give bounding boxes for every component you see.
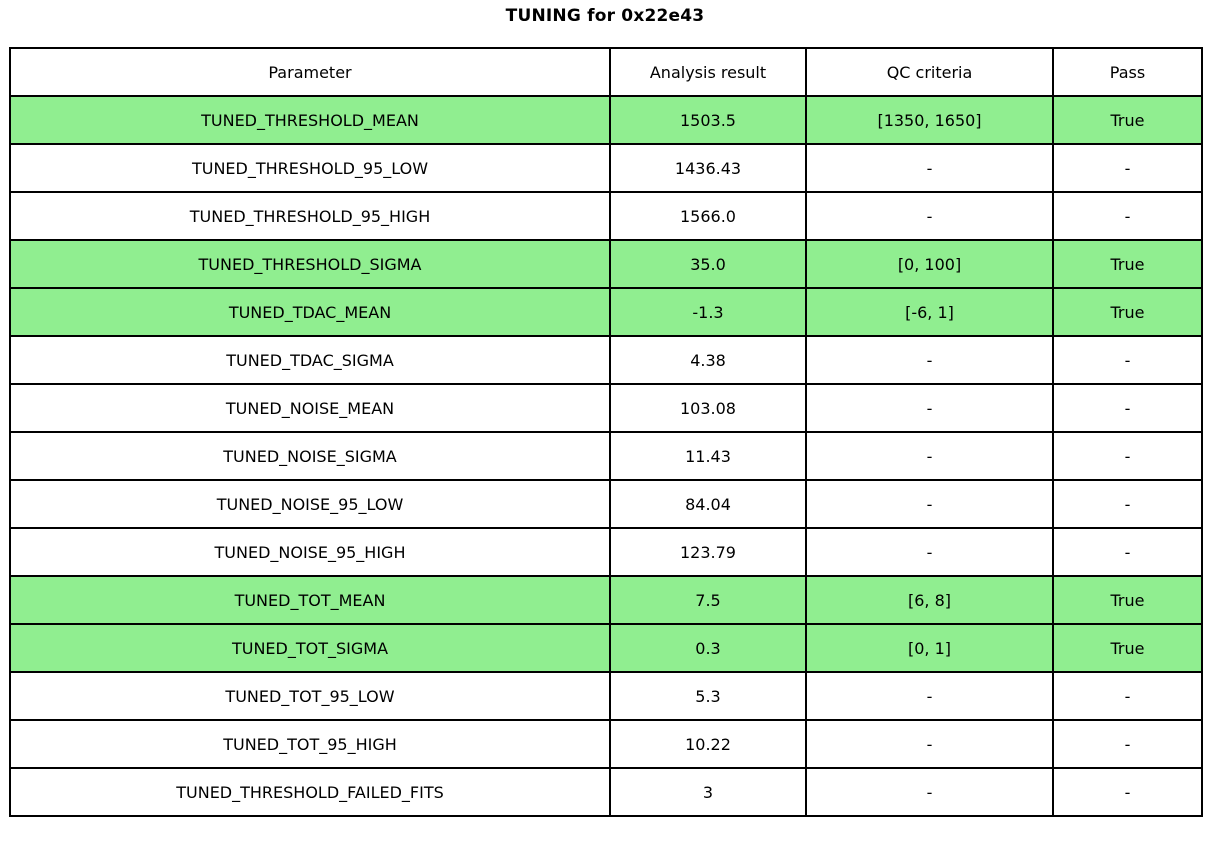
cell-pass: True bbox=[1052, 95, 1203, 145]
cell-analysis-result: 11.43 bbox=[609, 431, 807, 481]
chart-title: TUNING for 0x22e43 bbox=[505, 6, 705, 26]
cell-qc-criteria: [0, 1] bbox=[805, 623, 1054, 673]
cell-analysis-result: 1503.5 bbox=[609, 95, 807, 145]
cell-qc-criteria: [-6, 1] bbox=[805, 287, 1054, 337]
cell-qc-criteria: [0, 100] bbox=[805, 239, 1054, 289]
qc-results-table: Parameter Analysis result QC criteria Pa… bbox=[9, 47, 1203, 817]
header-parameter: Parameter bbox=[9, 47, 611, 97]
cell-analysis-result: 10.22 bbox=[609, 719, 807, 769]
cell-analysis-result: 1566.0 bbox=[609, 191, 807, 241]
cell-parameter: TUNED_NOISE_95_HIGH bbox=[9, 527, 611, 577]
cell-pass: True bbox=[1052, 623, 1203, 673]
cell-parameter: TUNED_NOISE_MEAN bbox=[9, 383, 611, 433]
cell-analysis-result: 103.08 bbox=[609, 383, 807, 433]
cell-pass: True bbox=[1052, 575, 1203, 625]
table-row: TUNED_TDAC_SIGMA 4.38 - - bbox=[9, 335, 1203, 385]
cell-analysis-result: 0.3 bbox=[609, 623, 807, 673]
cell-parameter: TUNED_THRESHOLD_FAILED_FITS bbox=[9, 767, 611, 817]
cell-pass: - bbox=[1052, 479, 1203, 529]
header-qc-criteria: QC criteria bbox=[805, 47, 1054, 97]
table-row: TUNED_THRESHOLD_SIGMA 35.0 [0, 100] True bbox=[9, 239, 1203, 289]
cell-parameter: TUNED_TDAC_SIGMA bbox=[9, 335, 611, 385]
cell-pass: - bbox=[1052, 719, 1203, 769]
table-row: TUNED_THRESHOLD_MEAN 1503.5 [1350, 1650]… bbox=[9, 95, 1203, 145]
table-row: TUNED_NOISE_95_LOW 84.04 - - bbox=[9, 479, 1203, 529]
table-row: TUNED_TOT_95_HIGH 10.22 - - bbox=[9, 719, 1203, 769]
cell-parameter: TUNED_TDAC_MEAN bbox=[9, 287, 611, 337]
cell-pass: - bbox=[1052, 431, 1203, 481]
header-analysis-result: Analysis result bbox=[609, 47, 807, 97]
cell-pass: - bbox=[1052, 191, 1203, 241]
cell-parameter: TUNED_NOISE_95_LOW bbox=[9, 479, 611, 529]
cell-parameter: TUNED_THRESHOLD_SIGMA bbox=[9, 239, 611, 289]
table-row: TUNED_TDAC_MEAN -1.3 [-6, 1] True bbox=[9, 287, 1203, 337]
cell-qc-criteria: - bbox=[805, 143, 1054, 193]
cell-qc-criteria: - bbox=[805, 479, 1054, 529]
cell-qc-criteria: - bbox=[805, 671, 1054, 721]
cell-analysis-result: 4.38 bbox=[609, 335, 807, 385]
header-pass: Pass bbox=[1052, 47, 1203, 97]
cell-qc-criteria: [1350, 1650] bbox=[805, 95, 1054, 145]
table-row: TUNED_NOISE_SIGMA 11.43 - - bbox=[9, 431, 1203, 481]
cell-pass: True bbox=[1052, 239, 1203, 289]
cell-analysis-result: 1436.43 bbox=[609, 143, 807, 193]
cell-analysis-result: 3 bbox=[609, 767, 807, 817]
cell-analysis-result: 5.3 bbox=[609, 671, 807, 721]
table-header-row: Parameter Analysis result QC criteria Pa… bbox=[9, 47, 1203, 97]
cell-qc-criteria: [6, 8] bbox=[805, 575, 1054, 625]
cell-pass: - bbox=[1052, 335, 1203, 385]
cell-qc-criteria: - bbox=[805, 335, 1054, 385]
cell-parameter: TUNED_NOISE_SIGMA bbox=[9, 431, 611, 481]
cell-analysis-result: 84.04 bbox=[609, 479, 807, 529]
cell-parameter: TUNED_THRESHOLD_95_LOW bbox=[9, 143, 611, 193]
cell-pass: - bbox=[1052, 143, 1203, 193]
table-row: TUNED_TOT_SIGMA 0.3 [0, 1] True bbox=[9, 623, 1203, 673]
cell-parameter: TUNED_TOT_SIGMA bbox=[9, 623, 611, 673]
cell-qc-criteria: - bbox=[805, 383, 1054, 433]
cell-pass: - bbox=[1052, 383, 1203, 433]
cell-analysis-result: -1.3 bbox=[609, 287, 807, 337]
table-row: TUNED_NOISE_95_HIGH 123.79 - - bbox=[9, 527, 1203, 577]
cell-analysis-result: 123.79 bbox=[609, 527, 807, 577]
cell-pass: - bbox=[1052, 767, 1203, 817]
cell-qc-criteria: - bbox=[805, 527, 1054, 577]
table-row: TUNED_THRESHOLD_95_HIGH 1566.0 - - bbox=[9, 191, 1203, 241]
table-row: TUNED_THRESHOLD_95_LOW 1436.43 - - bbox=[9, 143, 1203, 193]
cell-parameter: TUNED_TOT_MEAN bbox=[9, 575, 611, 625]
cell-analysis-result: 7.5 bbox=[609, 575, 807, 625]
cell-pass: - bbox=[1052, 527, 1203, 577]
cell-pass: - bbox=[1052, 671, 1203, 721]
cell-qc-criteria: - bbox=[805, 191, 1054, 241]
table-row: TUNED_THRESHOLD_FAILED_FITS 3 - - bbox=[9, 767, 1203, 817]
cell-qc-criteria: - bbox=[805, 719, 1054, 769]
cell-qc-criteria: - bbox=[805, 431, 1054, 481]
table-row: TUNED_NOISE_MEAN 103.08 - - bbox=[9, 383, 1203, 433]
cell-parameter: TUNED_TOT_95_HIGH bbox=[9, 719, 611, 769]
table-row: TUNED_TOT_MEAN 7.5 [6, 8] True bbox=[9, 575, 1203, 625]
cell-analysis-result: 35.0 bbox=[609, 239, 807, 289]
cell-parameter: TUNED_THRESHOLD_95_HIGH bbox=[9, 191, 611, 241]
table-row: TUNED_TOT_95_LOW 5.3 - - bbox=[9, 671, 1203, 721]
cell-qc-criteria: - bbox=[805, 767, 1054, 817]
cell-pass: True bbox=[1052, 287, 1203, 337]
cell-parameter: TUNED_TOT_95_LOW bbox=[9, 671, 611, 721]
cell-parameter: TUNED_THRESHOLD_MEAN bbox=[9, 95, 611, 145]
